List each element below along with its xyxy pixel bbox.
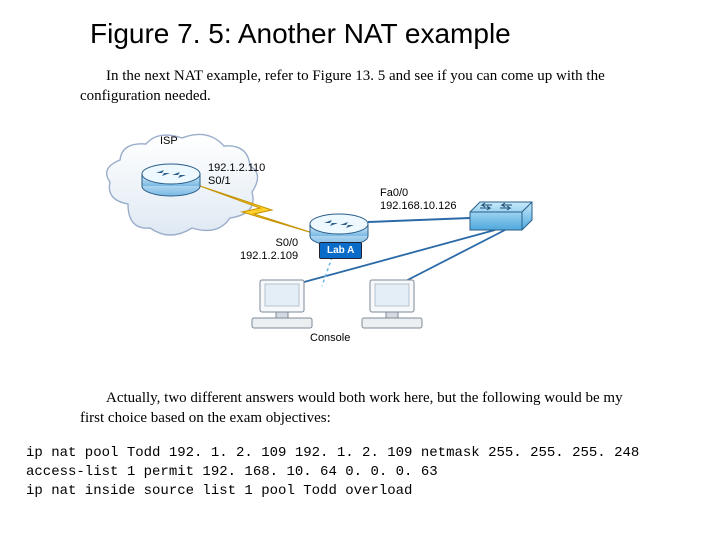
s00-ip: 192.1.2.109 bbox=[240, 250, 298, 262]
isp-router-icon bbox=[142, 164, 200, 196]
config-code-block: ip nat pool Todd 192. 1. 2. 109 192. 1. … bbox=[26, 444, 639, 501]
figure-title: Figure 7. 5: Another NAT example bbox=[90, 18, 511, 50]
pc1-icon bbox=[252, 280, 312, 328]
isp-ip: 192.1.2.110 bbox=[208, 162, 265, 174]
s00-label: S0/0 bbox=[275, 237, 298, 249]
fa00-ip: 192.168.10.126 bbox=[380, 200, 456, 212]
isp-iface: S0/1 bbox=[208, 175, 231, 187]
lan-link bbox=[368, 218, 470, 222]
intro-paragraph: In the next NAT example, refer to Figure… bbox=[80, 66, 640, 107]
s00-label-block: S0/0 192.1.2.109 bbox=[240, 237, 298, 262]
isp-label: ISP bbox=[160, 135, 178, 148]
code-line-2: access-list 1 permit 192. 168. 10. 64 0.… bbox=[26, 464, 438, 480]
fa00-label-block: Fa0/0 192.168.10.126 bbox=[380, 187, 456, 212]
isp-ip-label: 192.1.2.110 S0/1 bbox=[208, 162, 265, 187]
followup-paragraph: Actually, two different answers would bo… bbox=[80, 388, 640, 429]
fa00-label: Fa0/0 bbox=[380, 187, 408, 199]
pc2-icon bbox=[362, 280, 422, 328]
switch-icon bbox=[470, 202, 532, 230]
code-line-1: ip nat pool Todd 192. 1. 2. 109 192. 1. … bbox=[26, 445, 639, 461]
console-label: Console bbox=[310, 332, 350, 345]
code-line-3: ip nat inside source list 1 pool Todd ov… bbox=[26, 483, 412, 499]
network-diagram: ISP 192.1.2.110 S0/1 Fa0/0 192.168.10.12… bbox=[100, 130, 620, 360]
lab-a-badge: Lab A bbox=[319, 242, 362, 259]
switch-pc2-link bbox=[392, 230, 505, 288]
